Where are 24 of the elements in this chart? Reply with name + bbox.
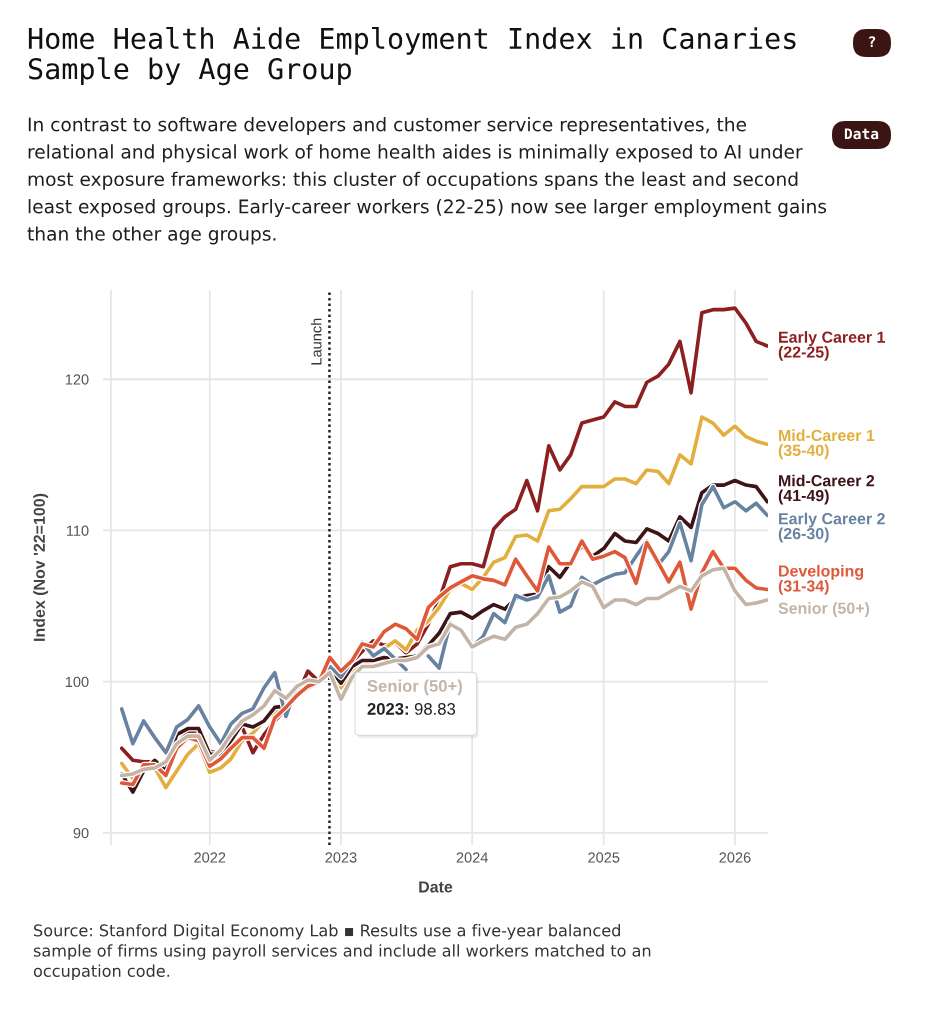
x-tick-label: 2023 bbox=[325, 852, 357, 863]
source-note: Source: Stanford Digital Economy Lab ▪ Results use a five-year balanced sample of firms using payroll services and include all workers matched to an occupation code. bbox=[33, 924, 651, 981]
series-label: Mid-Career 2 (41-49) bbox=[778, 474, 875, 505]
x-tick-label: 2022 bbox=[194, 852, 226, 863]
series-label: Early Career 2 (26-30) bbox=[778, 512, 885, 543]
series-label: Mid-Career 1 (35-40) bbox=[778, 429, 875, 460]
x-axis-title: Date bbox=[419, 881, 453, 893]
y-tick-label: 100 bbox=[65, 676, 89, 688]
chart-title: Home Health Aide Employment Index in Canaries Sample by Age Group bbox=[28, 27, 796, 86]
y-tick-label: 90 bbox=[73, 828, 89, 839]
x-tick-label: 2026 bbox=[719, 852, 751, 863]
text: Data bbox=[844, 128, 879, 140]
y-axis-title: Index (Nov '22=100) bbox=[33, 493, 49, 641]
series-label: Developing (31-34) bbox=[778, 564, 864, 595]
y-tick-label: 120 bbox=[65, 374, 89, 385]
chart-subtitle: In contrast to software developers and customer service representatives, the relational and physical work of home health aides is minimally exposed to AI under most exposure frameworks: this cluster of occupations spans the least and second least exposed groups. Early-career workers (22-25) now see larger employment gains than the other age groups. bbox=[27, 117, 827, 245]
y-tick-label: 110 bbox=[66, 525, 89, 536]
series-label: Senior (50+) bbox=[778, 602, 870, 618]
x-tick-label: 2025 bbox=[588, 852, 620, 863]
x-tick-label: 2024 bbox=[456, 852, 488, 863]
series-label: Early Career 1 (22-25) bbox=[778, 331, 885, 361]
text: ? bbox=[869, 36, 876, 48]
ref-line-label: Launch bbox=[310, 318, 322, 365]
annotation: Senior (50+) 2023: 98.83 bbox=[367, 679, 462, 715]
